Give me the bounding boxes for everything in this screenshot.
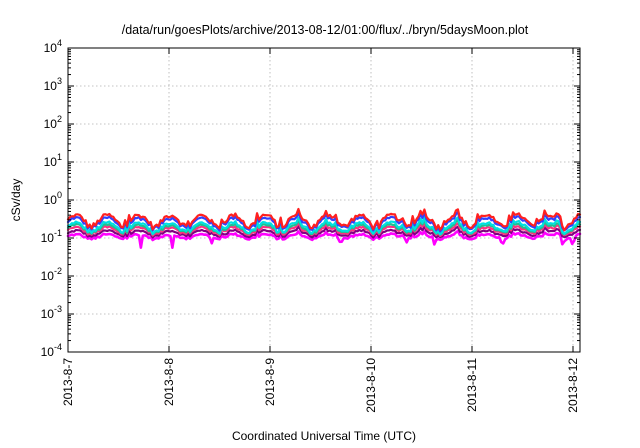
y-tick-label: 10-1 [41,228,62,245]
y-tick-label: 10-2 [41,266,62,283]
y-tick-label: 10-3 [41,304,62,321]
y-tick-mantissa: 10 [41,345,55,359]
series-layer [66,207,582,249]
series-line [66,225,582,239]
x-tick-label: 2013-8-7 [61,358,75,406]
x-tick-label: 2013-8-11 [465,358,479,412]
y-tick-label: 103 [44,76,62,93]
y-tick-mantissa: 10 [44,79,58,93]
series-line [66,215,582,236]
y-tick-mantissa: 10 [41,307,55,321]
x-tick-label: 2013-8-8 [162,358,176,406]
grid [68,48,580,352]
y-tick-label: 104 [44,38,62,55]
series-line [66,229,582,249]
y-tick-exponent: 3 [57,76,62,86]
x-axis-label: Coordinated Universal Time (UTC) [232,429,416,443]
y-tick-exponent: -1 [54,228,62,238]
y-tick-label: 100 [44,190,62,207]
y-axis-label: cSv/day [9,179,23,222]
y-tick-exponent: 2 [57,114,62,124]
y-tick-mantissa: 10 [44,193,58,207]
y-tick-mantissa: 10 [44,155,58,169]
x-tick-label: 2013-8-9 [263,358,277,406]
y-tick-exponent: 1 [57,152,62,162]
y-tick-mantissa: 10 [44,41,58,55]
series-line [66,207,582,232]
y-tick-mantissa: 10 [41,231,55,245]
y-tick-exponent: 0 [57,190,62,200]
x-axis: 2013-8-7 2013-8-8 2013-8-9 2013-8-10 2013-8-… [61,48,580,413]
y-tick-mantissa: 10 [44,117,58,131]
y-tick-exponent: -4 [54,342,62,352]
y-tick-exponent: 4 [57,38,62,48]
y-tick-label: 101 [44,152,62,169]
y-tick-label: 10-4 [41,342,62,359]
y-tick-exponent: -2 [54,266,62,276]
x-tick-label: 2013-8-12 [566,358,580,413]
y-tick-mantissa: 10 [41,269,55,283]
y-tick-exponent: -3 [54,304,62,314]
chart-title: /data/run/goesPlots/archive/2013-08-12/0… [122,23,529,37]
y-tick-label: 102 [44,114,62,131]
x-tick-label: 2013-8-10 [364,358,378,413]
